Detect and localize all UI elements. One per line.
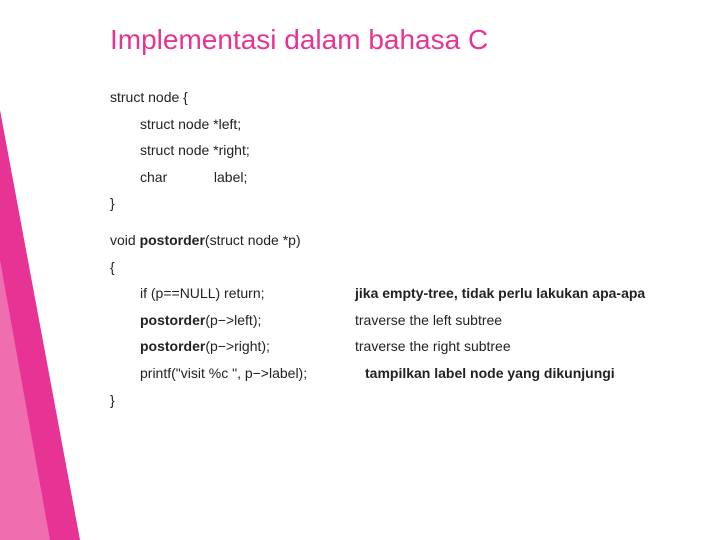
comment: tampilkan label node yang dikunjungi — [365, 360, 615, 387]
stmt: printf("visit %c ", p−>label); — [140, 360, 365, 387]
stmt: postorder(p−>left); — [140, 307, 355, 334]
slide-title: Implementasi dalam bahasa C — [110, 24, 720, 56]
slide-content: Implementasi dalam bahasa C struct node … — [0, 0, 720, 413]
fn-name: postorder — [140, 338, 205, 354]
text: (p−>right); — [205, 338, 270, 354]
comment: traverse the left subtree — [355, 307, 502, 334]
text: (p−>left); — [205, 312, 261, 328]
code-line: struct node *right; — [110, 137, 720, 164]
code-line: } — [110, 190, 720, 217]
comment: jika empty-tree, tidak perlu lakukan apa… — [355, 280, 645, 307]
code-line: printf("visit %c ", p−>label); tampilkan… — [110, 360, 720, 387]
code-line: postorder(p−>left); traverse the left su… — [110, 307, 720, 334]
code-line: postorder(p−>right); traverse the right … — [110, 333, 720, 360]
code-line: if (p==NULL) return; jika empty-tree, ti… — [110, 280, 720, 307]
code-line: void postorder(struct node *p) — [110, 227, 720, 254]
stmt: if (p==NULL) return; — [140, 280, 355, 307]
text: (struct node *p) — [205, 232, 301, 248]
code-line: struct node { — [110, 84, 720, 111]
code-line: struct node *left; — [110, 111, 720, 138]
code-block: struct node { struct node *left; struct … — [110, 84, 720, 413]
code-line: { — [110, 254, 720, 281]
fn-name: postorder — [140, 232, 205, 248]
comment: traverse the right subtree — [355, 333, 511, 360]
fn-name: postorder — [140, 312, 205, 328]
code-line: char label; — [110, 164, 720, 191]
stmt: postorder(p−>right); — [140, 333, 355, 360]
code-line: } — [110, 387, 720, 414]
text: void — [110, 232, 140, 248]
